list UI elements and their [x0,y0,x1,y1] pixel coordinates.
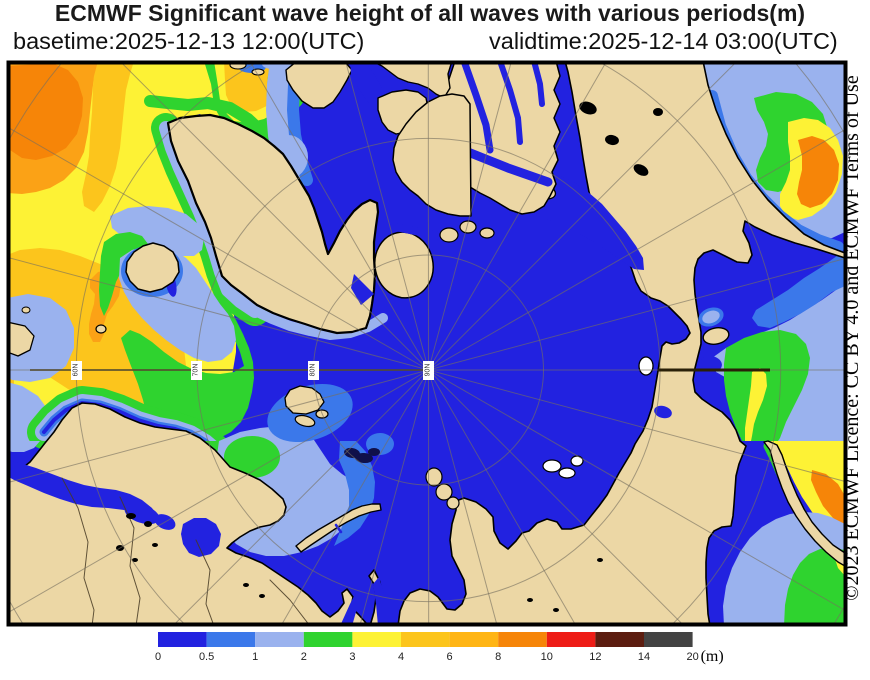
svg-text:2: 2 [301,651,307,663]
svg-text:6: 6 [447,651,453,663]
svg-text:©2023 ECMWF Licence: CC BY 4.0: ©2023 ECMWF Licence: CC BY 4.0 and ECMWF… [841,75,863,601]
svg-text:12: 12 [589,651,601,663]
svg-text:0.5: 0.5 [199,651,214,663]
svg-text:8: 8 [495,651,501,663]
svg-text:90N: 90N [425,364,432,377]
svg-text:10: 10 [541,651,553,663]
svg-text:1: 1 [252,651,258,663]
svg-text:20: 20 [686,651,698,663]
svg-text:0: 0 [155,651,161,663]
svg-text:14: 14 [638,651,650,663]
svg-text:80N: 80N [310,364,317,377]
svg-text:3: 3 [349,651,355,663]
svg-text:70N: 70N [193,364,200,377]
svg-text:4: 4 [398,651,404,663]
svg-text:60N: 60N [73,364,80,377]
svg-text:(m): (m) [701,648,724,665]
